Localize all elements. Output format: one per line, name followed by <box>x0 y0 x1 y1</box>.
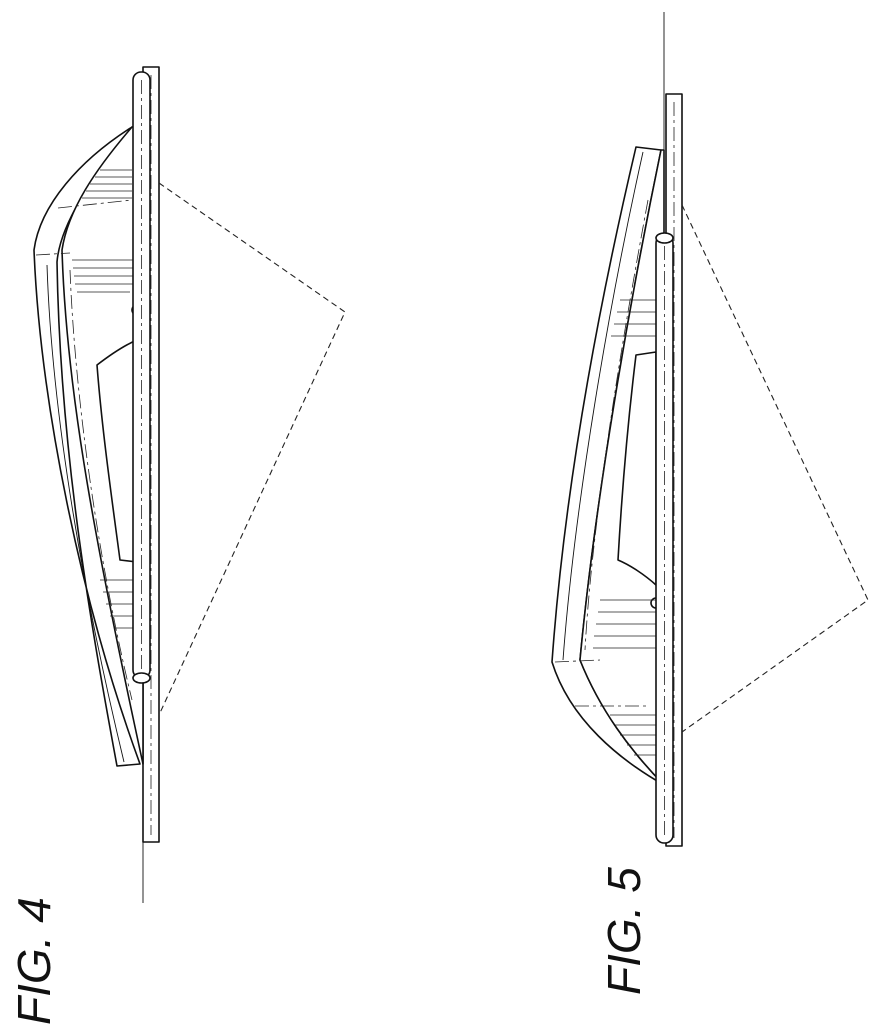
fig4-rod-end <box>133 673 150 683</box>
fig4-hidden-outline <box>159 183 345 715</box>
fig5-label: FIG. 5 <box>598 867 650 995</box>
fig4-label: FIG. 4 <box>8 897 60 1025</box>
fig5-rod-end <box>656 233 673 243</box>
fig5-hidden-outline <box>682 205 868 732</box>
figure-4: FIG. 4 <box>8 67 345 1025</box>
figure-5: FIG. 5 <box>552 12 868 995</box>
